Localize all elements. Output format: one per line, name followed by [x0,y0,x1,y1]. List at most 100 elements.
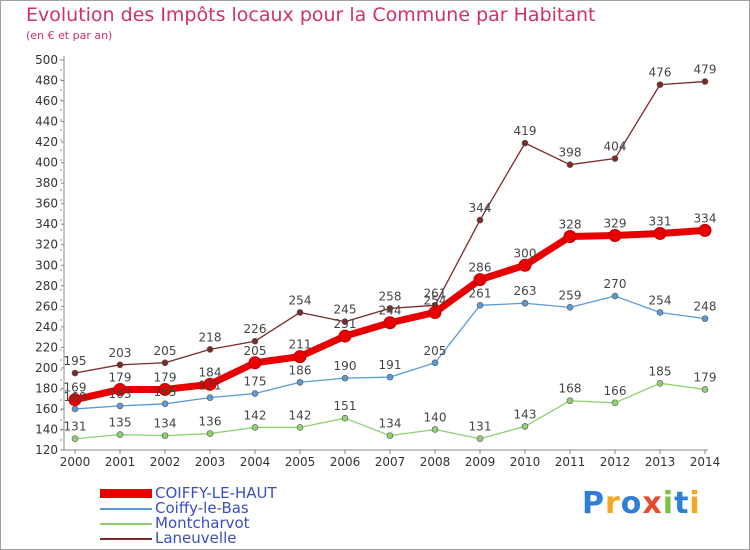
data-label: 171 [199,379,222,393]
data-label: 142 [244,408,267,422]
x-tick-label: 2007 [375,455,406,469]
data-label: 205 [154,344,177,358]
data-label: 328 [559,218,582,232]
data-label: 169 [64,381,87,395]
logo-letter: x [642,486,663,521]
data-label: 191 [379,358,402,372]
data-point [653,226,667,240]
data-label: 261 [469,286,492,300]
data-point [293,350,307,364]
data-point [563,230,577,244]
x-tick-label: 2005 [285,455,316,469]
data-label: 203 [109,346,132,360]
data-point [701,78,709,85]
data-label: 195 [64,354,87,368]
data-point [341,318,349,326]
data-label: 286 [469,261,492,275]
data-label: 404 [604,140,627,154]
data-point [476,435,484,443]
data-point [248,356,262,370]
data-label: 179 [694,370,717,384]
data-point [296,309,304,316]
data-point [473,273,487,287]
logo-letter: o [620,486,643,521]
data-point [656,309,664,316]
y-tick-label: 440 [35,115,58,129]
y-tick-label: 120 [35,443,58,457]
data-point [341,414,349,422]
data-point [386,432,394,439]
data-point [116,431,124,438]
y-tick-label: 160 [35,402,58,416]
data-label: 135 [109,416,132,430]
data-point [251,337,259,345]
data-point [71,369,79,377]
data-point [338,329,352,343]
data-point [701,386,709,393]
y-tick-label: 400 [35,156,58,170]
logo-letter: t [674,486,690,521]
data-label: 226 [244,322,267,336]
data-label: 131 [469,420,492,434]
legend-label: Coiffy-le-Bas [155,499,249,517]
y-tick-label: 360 [35,197,58,211]
data-label: 175 [244,375,267,389]
data-point [608,229,622,242]
logo-letter: r [605,486,621,521]
data-point [206,346,214,353]
legend-label: COIFFY-LE-HAUT [155,484,277,502]
data-point [386,305,394,312]
data-point [206,394,214,401]
data-point [521,423,529,430]
data-label: 259 [559,288,582,302]
y-tick-label: 380 [35,176,58,190]
proxiti-logo: Proxiti [582,486,701,521]
data-label: 140 [424,410,447,424]
data-point [476,301,484,309]
x-tick-label: 2000 [60,455,91,469]
data-point [71,435,79,443]
y-tick-label: 220 [35,340,58,354]
data-label: 168 [559,382,582,396]
data-point [611,155,619,162]
chart-subtitle: (en € et par an) [26,29,113,42]
y-tick-label: 140 [35,422,58,436]
logo-letter: i [689,486,701,521]
data-label: 134 [154,417,177,431]
data-point [383,316,397,330]
data-label: 143 [514,407,537,421]
legend-item-coiffy-le-bas: Coiffy-le-Bas [100,499,400,517]
legend-swatch [100,538,152,540]
data-label: 142 [289,408,312,422]
y-tick-label: 260 [35,299,58,313]
data-point [68,393,82,407]
data-label: 476 [649,66,672,80]
data-point [566,304,574,311]
data-label: 160 [64,390,87,404]
legend-item-montcharvot: Montcharvot [100,514,400,532]
data-label: 218 [199,330,222,344]
data-point [566,397,574,405]
data-label: 334 [694,211,717,225]
data-point [71,405,79,413]
x-tick-label: 2010 [510,455,541,469]
data-label: 245 [334,303,357,317]
y-tick-label: 280 [35,279,58,293]
logo-letter: P [582,486,605,521]
x-tick-label: 2008 [420,455,451,469]
legend-label: Montcharvot [155,514,250,532]
legend-label: Laneuvelle [155,529,237,547]
data-point [251,390,259,397]
data-point [116,402,124,410]
data-label: 179 [109,370,132,384]
chart-legend: COIFFY-LE-HAUT Coiffy-le-Bas Montcharvot… [100,484,400,547]
data-label: 205 [244,344,267,358]
data-point [701,315,709,322]
y-tick-label: 180 [35,381,58,395]
data-label: 398 [559,146,582,160]
y-tick-label: 200 [35,361,58,375]
legend-item-laneuvelle: Laneuvelle [100,529,400,547]
y-tick-label: 240 [35,320,58,334]
logo-letter: i [662,486,675,521]
